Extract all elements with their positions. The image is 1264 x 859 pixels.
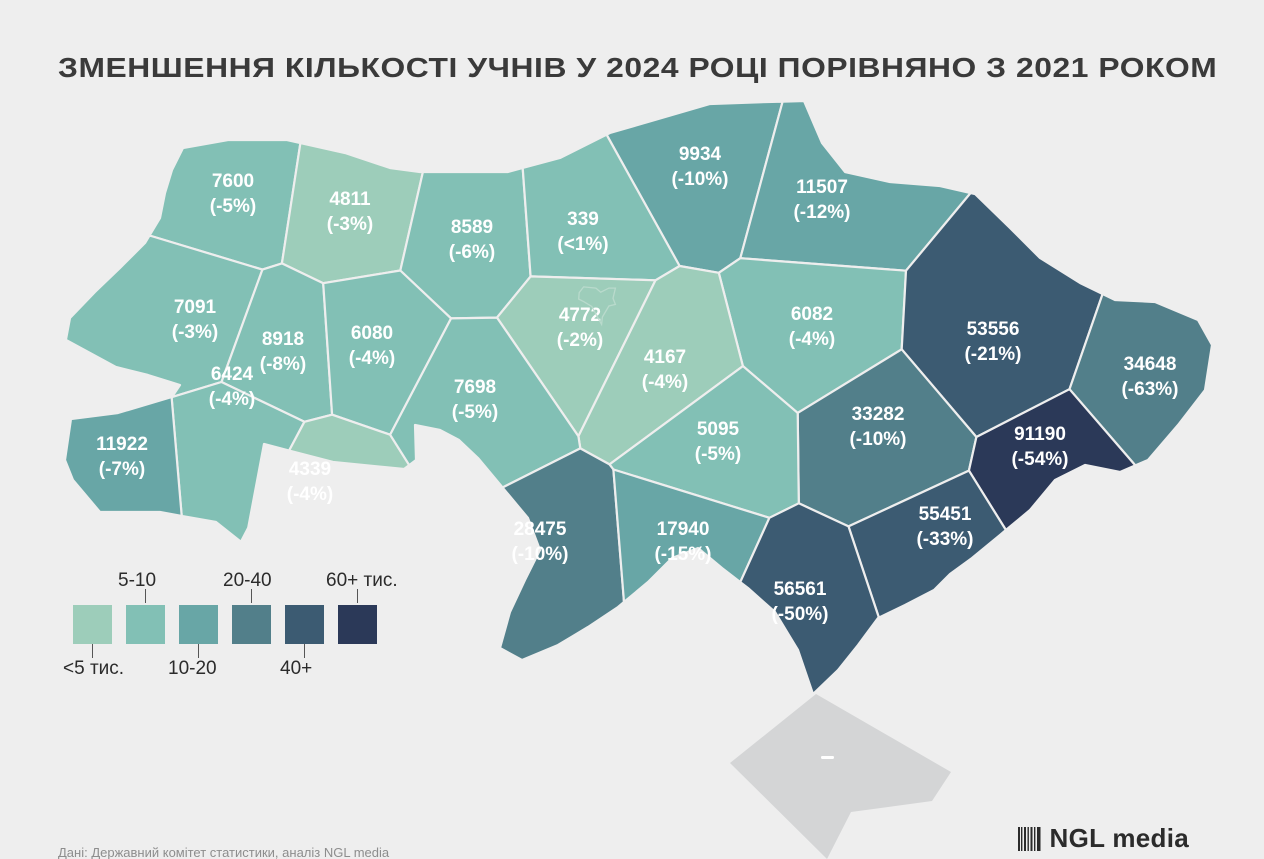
svg-text:(-3%): (-3%) xyxy=(327,214,373,235)
svg-text:(-10%): (-10%) xyxy=(671,169,728,190)
svg-text:91190: 91190 xyxy=(1014,424,1066,445)
svg-text:(-5%): (-5%) xyxy=(452,402,498,423)
svg-text:(-15%): (-15%) xyxy=(654,544,711,565)
svg-text:(-2%): (-2%) xyxy=(557,330,603,351)
svg-text:11507: 11507 xyxy=(796,177,848,198)
svg-text:(-8%): (-8%) xyxy=(260,354,306,375)
svg-text:4339: 4339 xyxy=(289,459,331,480)
svg-text:(-3%): (-3%) xyxy=(172,322,218,343)
svg-text:56561: 56561 xyxy=(774,579,827,600)
svg-text:(-12%): (-12%) xyxy=(793,202,850,223)
svg-text:(-21%): (-21%) xyxy=(964,344,1021,365)
svg-text:6082: 6082 xyxy=(791,304,833,325)
svg-text:6424: 6424 xyxy=(211,364,254,385)
svg-text:(-10%): (-10%) xyxy=(511,544,568,565)
svg-text:(-6%): (-6%) xyxy=(449,242,495,263)
svg-text:7698: 7698 xyxy=(454,377,496,398)
svg-text:5095: 5095 xyxy=(697,419,740,440)
svg-text:8589: 8589 xyxy=(451,217,493,238)
svg-text:(-54%): (-54%) xyxy=(1011,449,1068,470)
svg-text:(-4%): (-4%) xyxy=(209,389,255,410)
svg-text:7091: 7091 xyxy=(174,297,217,318)
svg-text:4772: 4772 xyxy=(559,305,601,326)
svg-text:4811: 4811 xyxy=(329,189,371,210)
svg-text:(-4%): (-4%) xyxy=(789,329,835,350)
svg-text:(-33%): (-33%) xyxy=(916,529,973,550)
svg-text:33282: 33282 xyxy=(852,404,905,425)
svg-text:(-4%): (-4%) xyxy=(642,372,688,393)
svg-text:9934: 9934 xyxy=(679,144,722,165)
svg-text:(-63%): (-63%) xyxy=(1121,379,1178,400)
svg-text:(-10%): (-10%) xyxy=(849,429,906,450)
svg-text:(-7%): (-7%) xyxy=(99,459,145,480)
svg-text:(-50%): (-50%) xyxy=(771,604,828,625)
svg-text:8918: 8918 xyxy=(262,329,304,350)
svg-text:339: 339 xyxy=(567,209,599,230)
svg-text:11922: 11922 xyxy=(96,434,148,455)
svg-text:55451: 55451 xyxy=(919,504,972,525)
svg-text:34648: 34648 xyxy=(1124,354,1177,375)
svg-text:28475: 28475 xyxy=(514,519,567,540)
svg-text:6080: 6080 xyxy=(351,323,393,344)
svg-text:17940: 17940 xyxy=(657,519,710,540)
svg-text:(-5%): (-5%) xyxy=(210,196,256,217)
svg-text:7600: 7600 xyxy=(212,171,254,192)
svg-text:(-4%): (-4%) xyxy=(287,484,333,505)
svg-text:53556: 53556 xyxy=(967,319,1020,340)
svg-text:(-5%): (-5%) xyxy=(695,444,741,465)
svg-text:(<1%): (<1%) xyxy=(557,234,608,255)
svg-text:4167: 4167 xyxy=(644,347,686,368)
svg-text:(-4%): (-4%) xyxy=(349,348,395,369)
